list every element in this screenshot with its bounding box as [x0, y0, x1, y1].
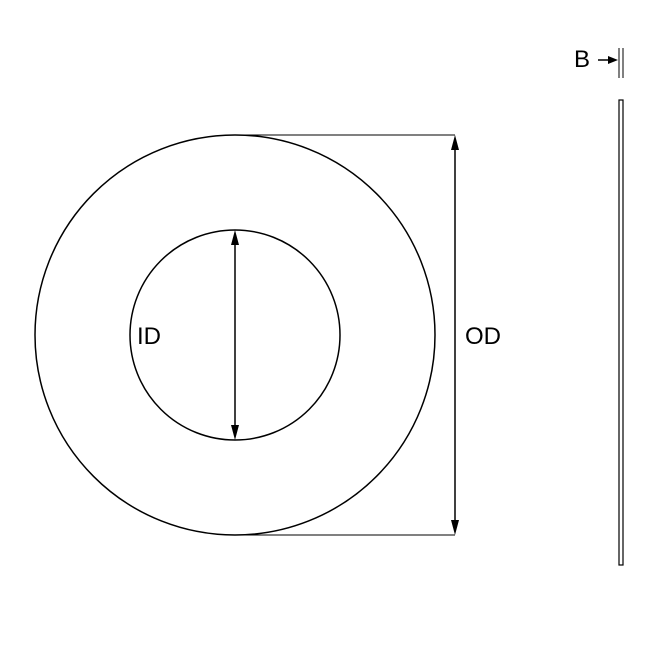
id-label: ID [137, 323, 161, 350]
od-arrow-bottom [451, 520, 459, 535]
washer-side-view [619, 100, 623, 565]
id-arrow-top [231, 230, 239, 245]
id-arrow-bottom [231, 425, 239, 440]
b-label: B [574, 46, 590, 73]
washer-diagram: OD ID B [0, 0, 670, 670]
od-arrow-top [451, 135, 459, 150]
b-arrow-head [608, 56, 618, 64]
od-label: OD [465, 323, 501, 350]
diagram-svg: OD ID B [0, 0, 670, 670]
